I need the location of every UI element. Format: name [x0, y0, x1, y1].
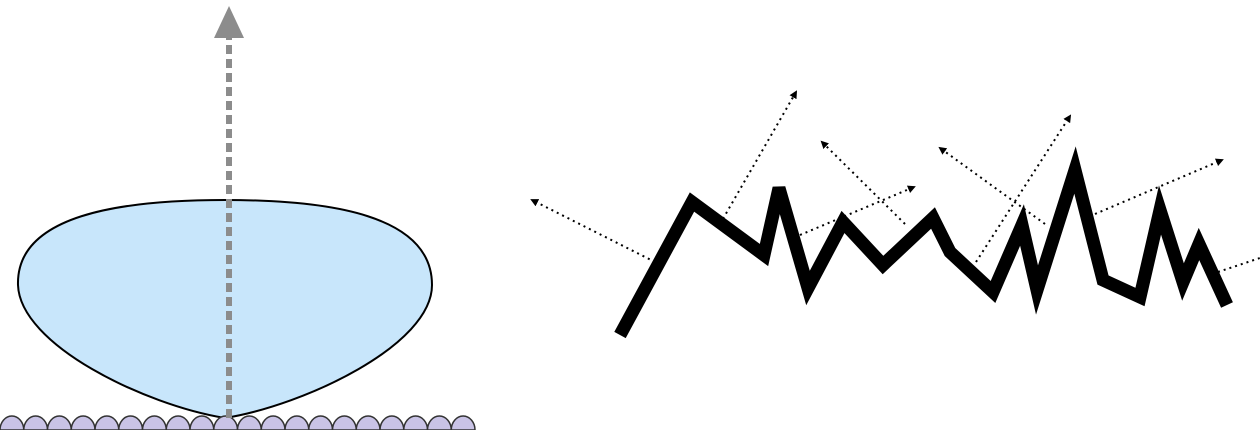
- surface-bump: [426, 415, 453, 430]
- surface-bump: [331, 415, 358, 430]
- surface-bump: [379, 415, 405, 430]
- reflection-lobe: [16, 198, 434, 420]
- surface-bump: [402, 415, 429, 430]
- scatter-arrow: [799, 185, 916, 236]
- surface-bump: [284, 415, 310, 430]
- surface-bump: [22, 415, 49, 430]
- surface-bump: [212, 415, 239, 430]
- surface-bump: [189, 415, 215, 430]
- bumpy-surface: [0, 415, 476, 430]
- surface-bump: [450, 415, 476, 430]
- scatter-arrow: [938, 146, 1046, 225]
- surface-bump: [141, 415, 168, 430]
- rough-surface-line: [614, 146, 1233, 339]
- surface-bump: [117, 415, 144, 430]
- surface-bump: [94, 415, 120, 430]
- scatter-arrow: [719, 90, 797, 225]
- surface-bump: [355, 415, 381, 430]
- scatter-arrow: [975, 114, 1072, 263]
- surface-bump: [236, 415, 263, 430]
- vertical-arrow-head: [214, 6, 244, 38]
- scatter-arrow: [530, 199, 656, 263]
- right-panel: [530, 90, 1260, 339]
- surface-bump: [165, 415, 191, 430]
- left-panel: [0, 6, 476, 430]
- scatter-arrow: [1217, 257, 1260, 273]
- surface-bump: [307, 415, 334, 430]
- scatter-arrows: [530, 90, 1260, 273]
- surface-bump: [0, 415, 25, 430]
- surface-bump: [46, 415, 73, 430]
- scatter-arrow: [820, 140, 906, 225]
- surface-bump: [70, 415, 96, 430]
- surface-bump: [260, 415, 286, 430]
- scatter-arrow: [1094, 158, 1224, 215]
